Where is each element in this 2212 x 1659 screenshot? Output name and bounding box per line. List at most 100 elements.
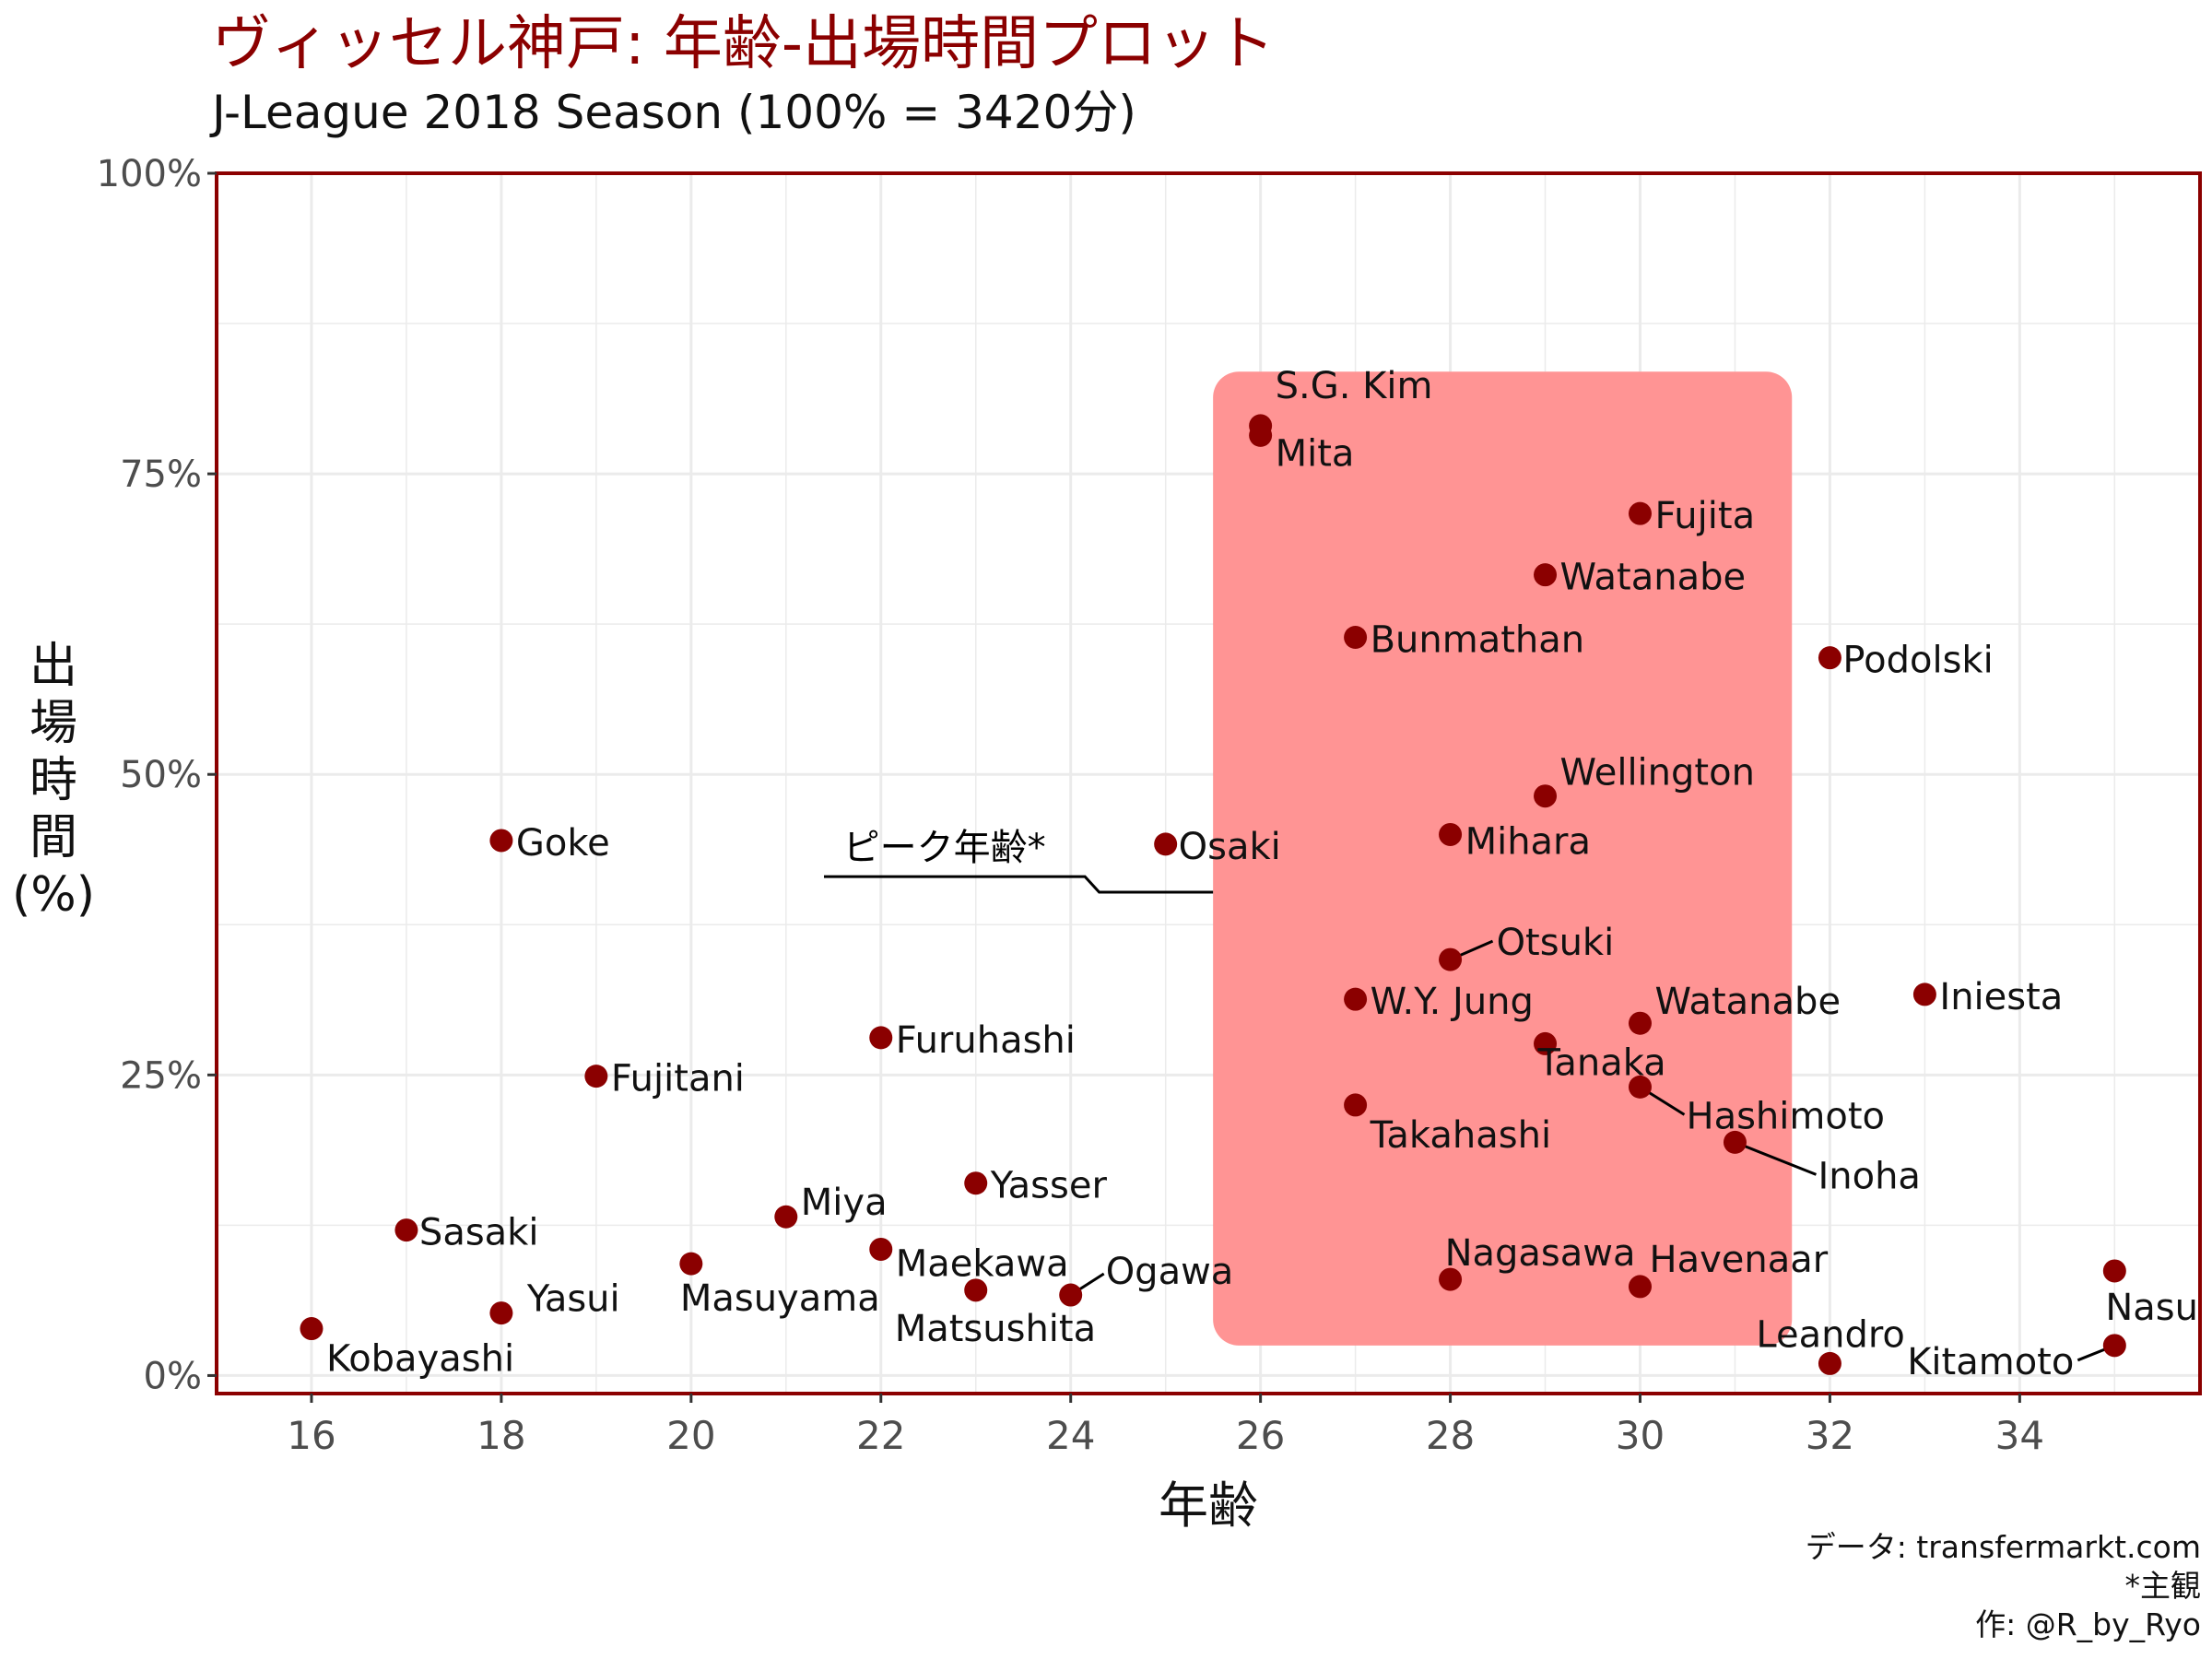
y-tick-label: 0%: [144, 1355, 202, 1397]
data-point: [1628, 1275, 1652, 1299]
x-tick-label: 30: [1616, 1413, 1665, 1458]
point-label: S.G. Kim: [1276, 365, 1433, 407]
point-label: Leandro: [1756, 1313, 1904, 1356]
point-label: Mihara: [1465, 820, 1591, 863]
point-label: Miya: [801, 1182, 888, 1224]
y-tick-label: 25%: [120, 1054, 202, 1097]
y-tick-label: 75%: [120, 453, 202, 496]
y-axis-title-char: 時: [29, 753, 77, 808]
data-points: [300, 414, 2126, 1375]
data-point: [1154, 832, 1178, 856]
chart-subtitle: J-League 2018 Season (100% = 3420分): [212, 86, 1136, 139]
point-label: Otsuki: [1497, 922, 1615, 964]
peak-age-callout: ピーク年齢*: [823, 827, 1214, 894]
data-point: [1534, 563, 1558, 587]
x-tick-label: 22: [856, 1413, 905, 1458]
x-tick-label: 24: [1046, 1413, 1095, 1458]
y-axis: 0% 25% 50% 75% 100%: [97, 153, 217, 1397]
data-point: [489, 1301, 513, 1325]
data-point: [869, 1026, 893, 1050]
point-label: Fujitani: [611, 1058, 745, 1100]
data-point: [869, 1237, 893, 1261]
data-point: [1439, 947, 1463, 971]
point-label: Fujita: [1654, 495, 1755, 537]
point-label: Maekawa: [896, 1242, 1069, 1285]
data-point: [1628, 1075, 1652, 1099]
data-point: [2102, 1334, 2126, 1358]
y-axis-title: 出場時間(%): [12, 639, 95, 923]
data-point: [964, 1171, 988, 1195]
point-label: Ogawa: [1106, 1251, 1234, 1293]
point-label: Sasaki: [419, 1212, 539, 1254]
point-label: Osaki: [1179, 826, 1281, 868]
point-label: Kitamoto: [1907, 1341, 2074, 1383]
data-point: [1059, 1283, 1083, 1307]
point-label: Hashimoto: [1686, 1095, 1885, 1137]
data-point: [1344, 1093, 1368, 1117]
data-point: [584, 1065, 608, 1088]
data-point: [1818, 1351, 1841, 1375]
label-connector: [1734, 1140, 1818, 1176]
data-point: [774, 1205, 798, 1229]
data-point: [1439, 822, 1463, 846]
point-label: Takahashi: [1370, 1114, 1551, 1157]
minor-gridlines: [217, 173, 2200, 1394]
x-tick-label: 20: [666, 1413, 715, 1458]
point-label: Kobayashi: [326, 1338, 514, 1381]
y-axis-title-char: 間: [29, 810, 77, 865]
point-label: Goke: [516, 822, 610, 865]
x-tick-label: 18: [477, 1413, 525, 1458]
point-label: W.Y. Jung: [1371, 981, 1534, 1023]
point-label: Podolski: [1842, 640, 1993, 682]
data-point: [1723, 1130, 1747, 1154]
point-label: Yasui: [526, 1278, 620, 1321]
point-label: Havenaar: [1649, 1239, 1828, 1281]
data-point: [2102, 1259, 2126, 1283]
x-tick-label: 16: [287, 1413, 335, 1458]
point-label: Watanabe: [1654, 981, 1841, 1023]
point-label: Wellington: [1560, 752, 1755, 794]
data-point: [1344, 626, 1368, 650]
caption-author: 作: @R_by_Ryo: [1975, 1606, 2201, 1642]
data-point: [1912, 982, 1936, 1006]
x-tick-label: 28: [1426, 1413, 1475, 1458]
point-label: Matsushita: [895, 1308, 1096, 1350]
chart-title: ヴィッセル神戸: 年齢-出場時間プロット: [212, 10, 1275, 78]
x-tick-label: 34: [1995, 1413, 2044, 1458]
data-point: [394, 1218, 418, 1242]
data-point: [1628, 1011, 1652, 1035]
point-label: Furuhashi: [896, 1019, 1076, 1062]
point-label: Nagasawa: [1445, 1232, 1636, 1275]
data-point: [1344, 987, 1368, 1011]
point-label: Bunmathan: [1371, 619, 1585, 662]
point-label: Mita: [1276, 432, 1355, 475]
data-point: [489, 829, 513, 853]
y-axis-title-char: 出: [29, 639, 77, 694]
point-label: Masuyama: [680, 1277, 880, 1320]
data-point: [1249, 423, 1273, 447]
x-axis: 16 18 20 22 24 26 28 30 32 34: [287, 1394, 2044, 1458]
data-point: [1818, 646, 1841, 670]
panel-border: [215, 171, 2202, 1395]
data-point: [964, 1278, 988, 1302]
point-label: Iniesta: [1939, 976, 2063, 1018]
peak-age-callout-line: [823, 875, 1214, 894]
data-point: [1628, 501, 1652, 525]
y-axis-title-char: 場: [29, 696, 77, 751]
point-label: Nasu: [2105, 1287, 2198, 1329]
data-point: [300, 1317, 324, 1341]
major-gridlines: [217, 171, 2200, 1394]
point-label: Tanaka: [1537, 1041, 1666, 1084]
x-tick-label: 32: [1806, 1413, 1854, 1458]
data-point: [679, 1252, 703, 1276]
y-tick-label: 50%: [120, 754, 202, 796]
x-axis-title: 年齢: [1159, 1477, 1258, 1535]
data-point: [1439, 1267, 1463, 1291]
caption-note: *主観: [2124, 1568, 2202, 1604]
y-tick-label: 100%: [97, 153, 202, 195]
point-label: Inoha: [1818, 1155, 1920, 1197]
y-axis-title-char: (%): [12, 867, 95, 923]
x-tick-label: 26: [1236, 1413, 1285, 1458]
point-label: Yasser: [990, 1165, 1108, 1207]
